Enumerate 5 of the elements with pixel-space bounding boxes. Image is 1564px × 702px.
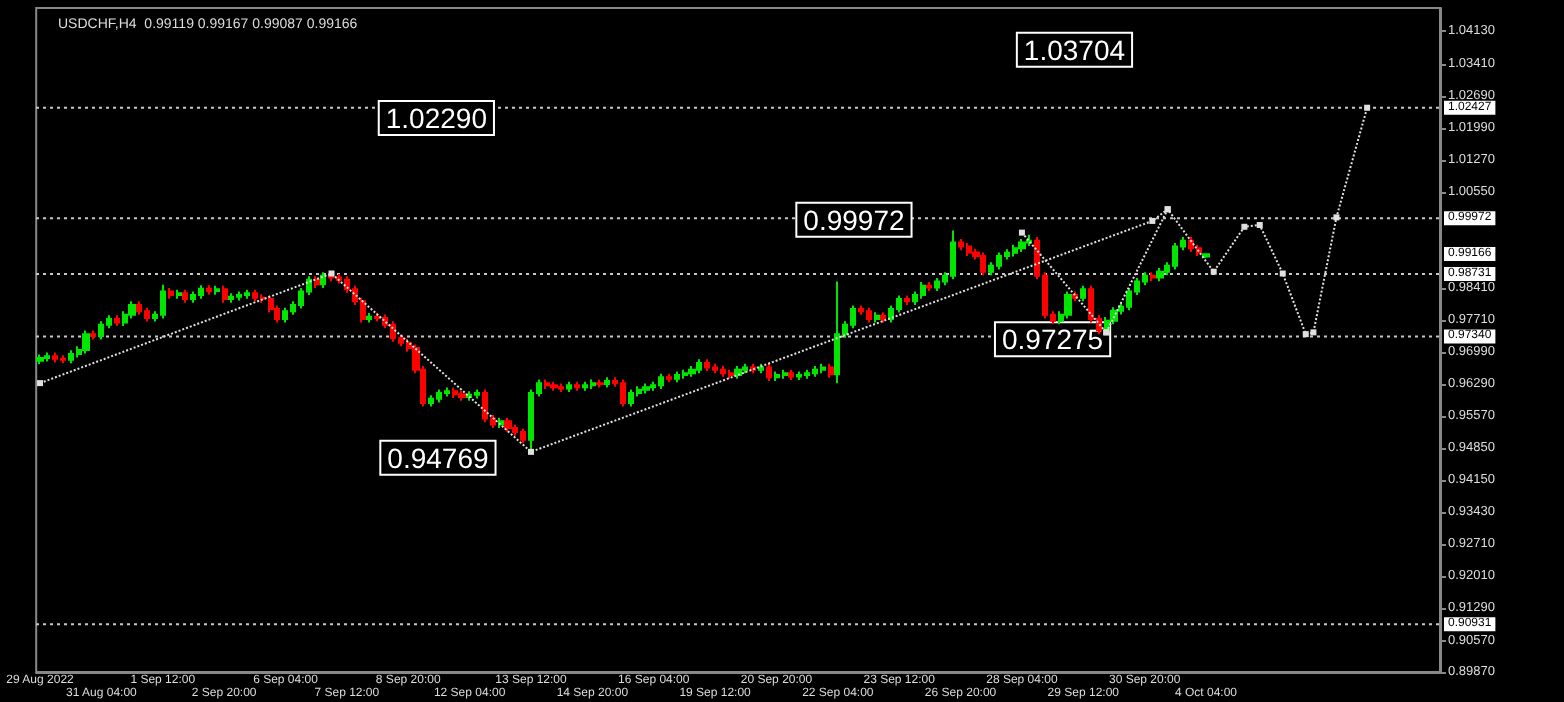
annotation: 1.03704	[1023, 33, 1126, 66]
annotation: 1.02290	[385, 101, 488, 134]
annotation: 0.97275	[1001, 323, 1104, 356]
annotation: 0.94769	[387, 441, 489, 474]
annotation: 0.99972	[803, 203, 905, 236]
